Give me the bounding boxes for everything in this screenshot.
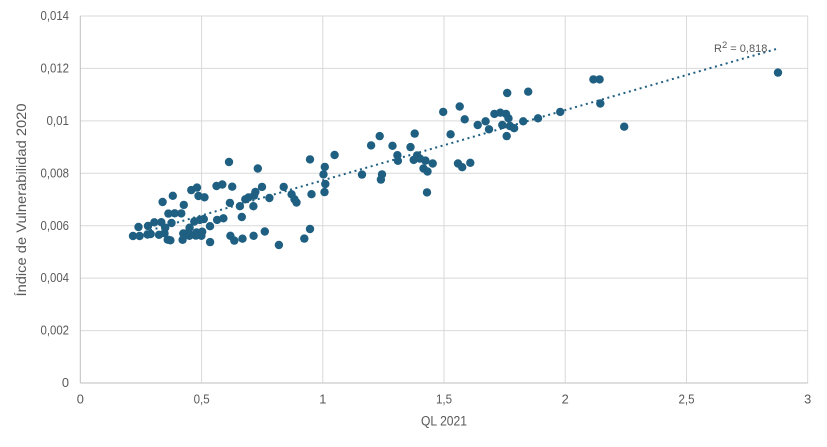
svg-text:R2 = 0,818: R2 = 0,818 [714,40,767,55]
svg-text:0,014: 0,014 [41,8,70,23]
svg-text:1,5: 1,5 [436,392,452,407]
svg-text:0,004: 0,004 [41,270,70,285]
svg-text:0,006: 0,006 [41,218,70,233]
svg-text:3: 3 [804,392,811,407]
svg-text:1: 1 [319,392,326,407]
svg-text:0,01: 0,01 [47,113,70,128]
svg-text:0: 0 [62,375,69,390]
svg-text:2: 2 [562,392,569,407]
svg-text:0,5: 0,5 [194,392,210,407]
svg-text:0,012: 0,012 [41,61,70,76]
svg-text:Índice de Vulnerabilidad 2020: Índice de Vulnerabilidad 2020 [14,104,29,297]
svg-text:0: 0 [77,392,84,407]
svg-text:0,008: 0,008 [41,165,70,180]
svg-text:QL 2021: QL 2021 [421,414,467,429]
svg-text:0,002: 0,002 [41,323,70,338]
svg-text:2,5: 2,5 [679,392,695,407]
